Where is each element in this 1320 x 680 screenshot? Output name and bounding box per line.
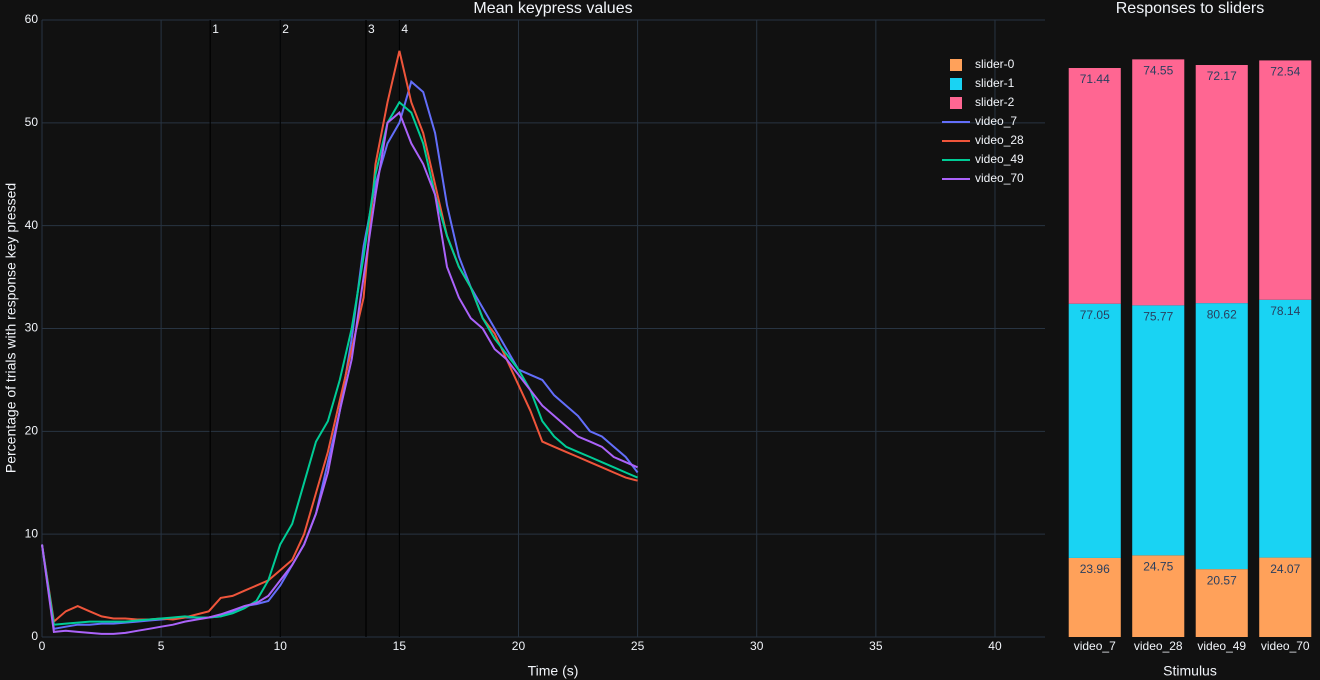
legend-label: video_28 bbox=[975, 133, 1024, 147]
chart-title: Mean keypress values bbox=[473, 0, 632, 17]
legend-label: video_70 bbox=[975, 171, 1024, 185]
legend-label: slider-2 bbox=[975, 95, 1015, 109]
legend-swatch bbox=[950, 78, 962, 90]
x-tick-label: 35 bbox=[869, 639, 883, 653]
legend-label: slider-1 bbox=[975, 76, 1015, 90]
bar-label: 71.44 bbox=[1080, 72, 1110, 86]
bar-segment bbox=[1195, 303, 1248, 570]
x-tick-label: video_70 bbox=[1261, 639, 1310, 653]
bar-label: 24.75 bbox=[1143, 560, 1173, 574]
annotation-label: 4 bbox=[401, 22, 408, 36]
bar-label: 78.14 bbox=[1270, 304, 1300, 318]
y-tick-label: 30 bbox=[25, 321, 39, 335]
y-axis-title: Percentage of trials with response key p… bbox=[3, 183, 19, 473]
x-tick-label: 0 bbox=[39, 639, 46, 653]
y-tick-label: 60 bbox=[25, 12, 39, 26]
legend-label: video_49 bbox=[975, 152, 1024, 166]
bar-label: 72.54 bbox=[1270, 65, 1300, 79]
bar-label: 74.55 bbox=[1143, 64, 1173, 78]
x-tick-label: 10 bbox=[274, 639, 288, 653]
annotation-label: 3 bbox=[368, 22, 375, 36]
bar-label: 75.77 bbox=[1143, 310, 1173, 324]
y-tick-label: 40 bbox=[25, 218, 39, 232]
y-tick-label: 50 bbox=[25, 115, 39, 129]
bar-label: 20.57 bbox=[1207, 573, 1237, 587]
bar-label: 23.96 bbox=[1080, 562, 1110, 576]
x-axis-title: Time (s) bbox=[528, 663, 579, 679]
bar-label: 72.17 bbox=[1207, 69, 1237, 83]
x-tick-label: 30 bbox=[750, 639, 764, 653]
bar-segment bbox=[1132, 305, 1185, 556]
y-tick-label: 0 bbox=[31, 629, 38, 643]
x-tick-label: 20 bbox=[512, 639, 526, 653]
x-tick-label: 5 bbox=[158, 639, 165, 653]
bar-segment bbox=[1068, 557, 1121, 637]
x-tick-label: 15 bbox=[393, 639, 407, 653]
x-tick-label: video_7 bbox=[1074, 639, 1116, 653]
bar-segment bbox=[1195, 569, 1248, 637]
line-series bbox=[41, 100, 638, 626]
bar-segment bbox=[1068, 303, 1121, 558]
legend-label: slider-0 bbox=[975, 57, 1015, 71]
legend-swatch bbox=[950, 97, 962, 109]
x-tick-label: 40 bbox=[988, 639, 1002, 653]
x-tick-label: video_49 bbox=[1197, 639, 1246, 653]
x-axis-title: Stimulus bbox=[1163, 663, 1217, 679]
bar-segment bbox=[1132, 555, 1185, 637]
bar-segment bbox=[1132, 59, 1185, 306]
bar-segment bbox=[1259, 60, 1312, 300]
bar-label: 80.62 bbox=[1207, 307, 1237, 321]
bar-segment bbox=[1195, 65, 1248, 304]
x-tick-label: video_28 bbox=[1134, 639, 1183, 653]
annotation-label: 1 bbox=[212, 22, 219, 36]
bar-segment bbox=[1259, 557, 1312, 637]
annotation-label: 2 bbox=[282, 22, 289, 36]
x-tick-label: 25 bbox=[631, 639, 645, 653]
bar-label: 77.05 bbox=[1080, 308, 1110, 322]
y-tick-label: 20 bbox=[25, 424, 39, 438]
line-series bbox=[41, 110, 638, 635]
legend-label: video_7 bbox=[975, 114, 1017, 128]
chart-title: Responses to sliders bbox=[1116, 0, 1265, 17]
bar-segment bbox=[1259, 299, 1312, 558]
bar-segment bbox=[1068, 68, 1121, 304]
legend-swatch bbox=[950, 59, 962, 71]
bar-label: 24.07 bbox=[1270, 562, 1300, 576]
y-tick-label: 10 bbox=[25, 526, 39, 540]
